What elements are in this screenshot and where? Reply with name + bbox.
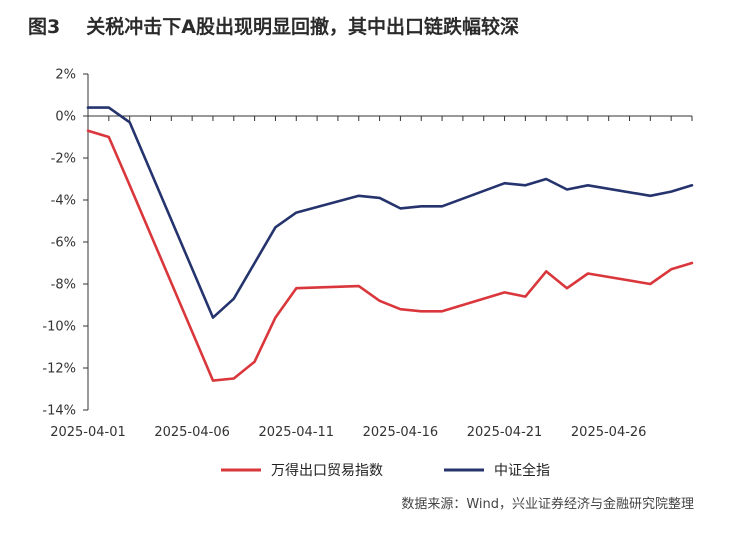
chart-series xyxy=(86,106,694,382)
x-tick-label: 2025-04-01 xyxy=(50,425,126,440)
chart-axes: 2% 0% -2% -4% -6% -8% -10% -12% -14% 2025-04-01 20… xyxy=(42,68,693,440)
y-tick-label: 2% xyxy=(55,68,76,83)
x-tick-label: 2025-04-11 xyxy=(258,425,334,440)
chart-legend: 万得出口贸易指数 中证全指 xyxy=(221,462,550,479)
x-tick-label: 2025-04-16 xyxy=(363,425,439,440)
y-tick-label: -10% xyxy=(42,320,76,335)
x-tick-label: 2025-04-21 xyxy=(467,425,543,440)
legend-label: 中证全指 xyxy=(494,462,550,479)
y-tick-label: -6% xyxy=(51,236,76,251)
y-tick-label: -12% xyxy=(42,362,76,377)
chart-title: 图3 关税冲击下A股出现明显回撤，其中出口链跌幅较深 xyxy=(28,12,519,39)
y-tick-label: 0% xyxy=(55,110,76,125)
y-tick-label: -2% xyxy=(51,152,76,167)
series-line xyxy=(86,129,694,382)
x-tick-label: 2025-04-26 xyxy=(571,425,647,440)
legend-label: 万得出口贸易指数 xyxy=(271,462,383,479)
figure-label: 图3 xyxy=(28,16,61,38)
title-text: 关税冲击下A股出现明显回撤，其中出口链跌幅较深 xyxy=(86,16,519,38)
y-tick-label: -4% xyxy=(51,194,76,209)
source-note: 数据来源：Wind，兴业证券经济与金融研究院整理 xyxy=(401,497,694,512)
y-tick-label: -8% xyxy=(51,278,76,293)
x-tick-label: 2025-04-06 xyxy=(154,425,230,440)
y-tick-label: -14% xyxy=(42,404,76,419)
series-line xyxy=(86,106,694,319)
